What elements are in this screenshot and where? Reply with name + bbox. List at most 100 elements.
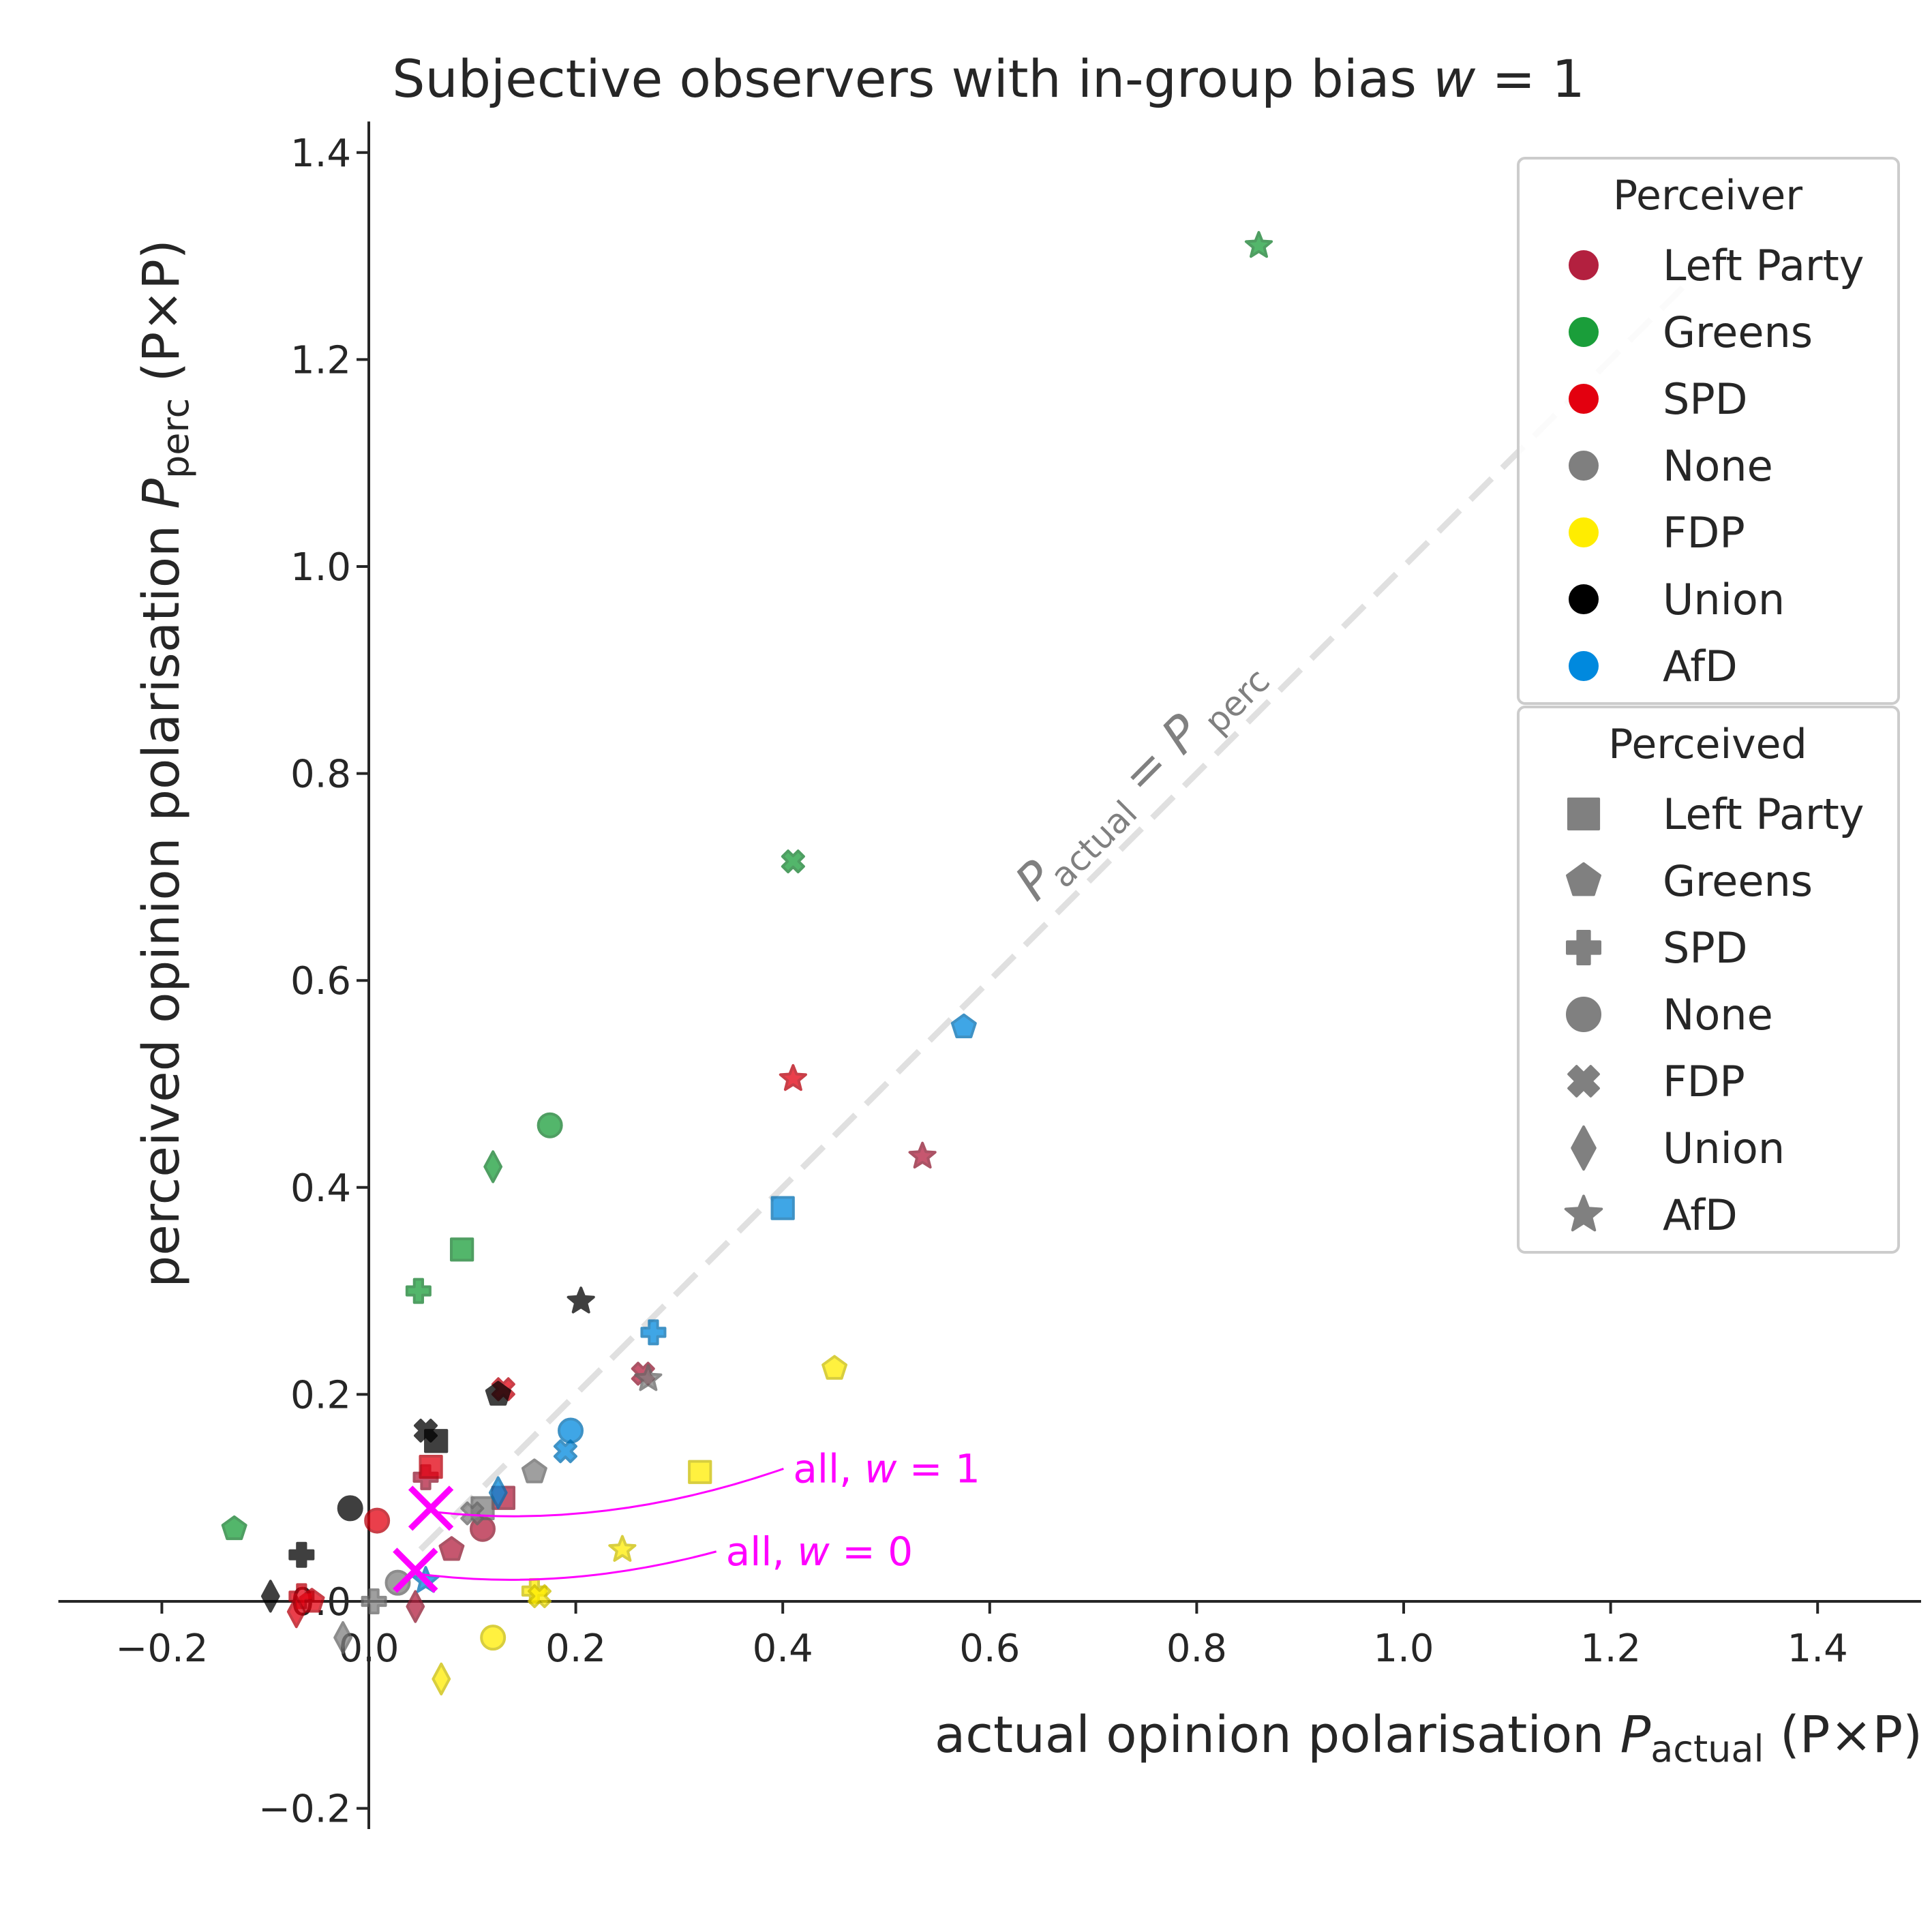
- legend-perceived: Perceived Left Party Greens SPD None FDP Union…: [1517, 706, 1900, 1254]
- point-afd-on-none: [558, 1417, 584, 1444]
- legend-marker: [1567, 1065, 1600, 1098]
- point-none-on-none: [384, 1569, 411, 1596]
- point-greens-on-greens: [221, 1515, 247, 1541]
- legend-label: None: [1663, 441, 1773, 491]
- point-union-on-afd: [567, 1286, 595, 1314]
- x-tick-label: 0.8: [1166, 1627, 1227, 1671]
- legend-marker: [1566, 862, 1601, 896]
- x-tick-label: 0.2: [545, 1627, 606, 1671]
- point-greens-on-afd: [1244, 230, 1273, 258]
- legend-marker: [1564, 1194, 1603, 1232]
- point-union-on-none: [337, 1495, 363, 1522]
- point-none-on-greens: [521, 1458, 547, 1483]
- point-afd-on-union: [488, 1476, 508, 1509]
- y-tick-label: 0.2: [290, 1373, 351, 1417]
- point-greens-on-fdp: [781, 849, 805, 874]
- legend-marker: [1566, 930, 1601, 965]
- point-left-party-on-greens: [438, 1536, 465, 1561]
- point-fdp-on-none: [480, 1625, 507, 1651]
- legend-label: SPD: [1663, 374, 1747, 424]
- point-spd-on-spd: [288, 1583, 315, 1610]
- legend-label: Greens: [1663, 856, 1813, 906]
- legend-marker: [1571, 1125, 1597, 1171]
- x-tick-label: −0.2: [115, 1627, 208, 1671]
- point-afd-on-spd: [640, 1319, 667, 1346]
- point-spd-on-afd: [779, 1063, 807, 1091]
- legend-marker: [1566, 997, 1601, 1032]
- aggregate-marker: all, w = 1: [408, 1445, 980, 1531]
- point-afd-on-greens: [950, 1013, 977, 1038]
- aggregate-label: all, w = 1: [793, 1445, 980, 1492]
- legend-label: Left Party: [1663, 241, 1864, 290]
- x-tick-label: 0.4: [753, 1627, 813, 1671]
- y-tick-label: 0.8: [290, 753, 351, 797]
- chart-title: Subjective observers with in-group bias …: [392, 48, 1584, 109]
- legend-swatch: [1569, 317, 1599, 347]
- y-tick-label: 0.6: [290, 959, 351, 1003]
- point-union-on-greens: [485, 1380, 511, 1406]
- y-tick-label: −0.2: [258, 1787, 351, 1832]
- x-tick-label: 1.0: [1373, 1627, 1434, 1671]
- point-fdp-on-fdp: [527, 1584, 552, 1608]
- legend-swatch: [1569, 384, 1599, 414]
- point-afd-on-fdp: [553, 1439, 577, 1464]
- point-none-on-union: [333, 1621, 352, 1655]
- aggregate-connector: [437, 1468, 784, 1518]
- legend-swatch: [1569, 250, 1599, 280]
- point-union-on-fdp: [413, 1419, 438, 1443]
- point-fdp-on-union: [432, 1662, 451, 1695]
- aggregate-markers: all, w = 1 all, w = 0: [393, 1445, 980, 1593]
- point-union-on-spd: [288, 1541, 315, 1568]
- legend-swatch: [1569, 584, 1599, 614]
- point-greens-on-left-party: [449, 1237, 474, 1262]
- point-greens-on-spd: [405, 1278, 432, 1304]
- y-tick-label: 0.4: [290, 1166, 351, 1211]
- x-tick-label: 1.4: [1787, 1627, 1848, 1671]
- point-union-on-union: [260, 1580, 280, 1613]
- legend-marker: [1567, 797, 1601, 831]
- x-tick-label: 1.2: [1580, 1627, 1641, 1671]
- identity-line-label: Pactual = P perc: [1004, 643, 1278, 916]
- axes: −0.20.00.20.40.60.81.01.21.4−0.20.00.20.…: [58, 121, 1921, 1832]
- point-none-on-spd: [361, 1588, 387, 1614]
- legend-label: None: [1663, 990, 1773, 1040]
- point-none-on-fdp: [460, 1501, 485, 1526]
- legends: Perceiver Left Party Greens SPD None FDP Union…: [1517, 157, 1900, 1254]
- legend-label: AfD: [1663, 642, 1738, 691]
- point-spd-on-union: [286, 1595, 306, 1629]
- point-spd-on-none: [364, 1507, 391, 1534]
- legend-swatch: [1569, 451, 1599, 481]
- point-afd-on-left-party: [770, 1196, 795, 1220]
- legend-label: Left Party: [1663, 789, 1864, 839]
- x-tick-label: 0.6: [959, 1627, 1020, 1671]
- point-spd-on-left-party: [419, 1455, 443, 1479]
- legend-label: Greens: [1663, 307, 1813, 357]
- legend-perceiver: Perceiver Left Party Greens SPD None FDP Union…: [1517, 157, 1900, 705]
- point-fdp-on-afd: [608, 1535, 637, 1562]
- legend-label: FDP: [1663, 508, 1745, 558]
- legend-title: Perceived: [1608, 721, 1807, 768]
- legend-label: FDP: [1663, 1057, 1745, 1106]
- y-tick-label: 1.2: [290, 338, 351, 382]
- legend-label: SPD: [1663, 923, 1747, 973]
- point-left-party-on-afd: [908, 1141, 937, 1169]
- aggregate-marker: all, w = 0: [393, 1528, 913, 1593]
- point-fdp-on-left-party: [688, 1460, 712, 1484]
- point-greens-on-union: [483, 1150, 503, 1183]
- aggregate-label: all, w = 0: [726, 1528, 913, 1575]
- legend-label: Union: [1663, 1123, 1785, 1173]
- scatter-points: [221, 230, 1273, 1695]
- point-left-party-on-union: [406, 1590, 425, 1623]
- legend-swatch: [1569, 517, 1599, 547]
- x-axis-label: actual opinion polarisation Pactual (P×P…: [935, 1706, 1922, 1770]
- point-greens-on-none: [537, 1112, 563, 1138]
- legend-label: Union: [1663, 575, 1785, 624]
- legend-swatch: [1569, 651, 1599, 681]
- legend-label: AfD: [1663, 1190, 1738, 1240]
- legend-title: Perceiver: [1613, 172, 1802, 220]
- y-tick-label: 1.4: [290, 132, 351, 176]
- point-none-on-afd: [634, 1364, 663, 1391]
- aggregate-connector: [422, 1550, 717, 1581]
- point-fdp-on-greens: [821, 1355, 848, 1380]
